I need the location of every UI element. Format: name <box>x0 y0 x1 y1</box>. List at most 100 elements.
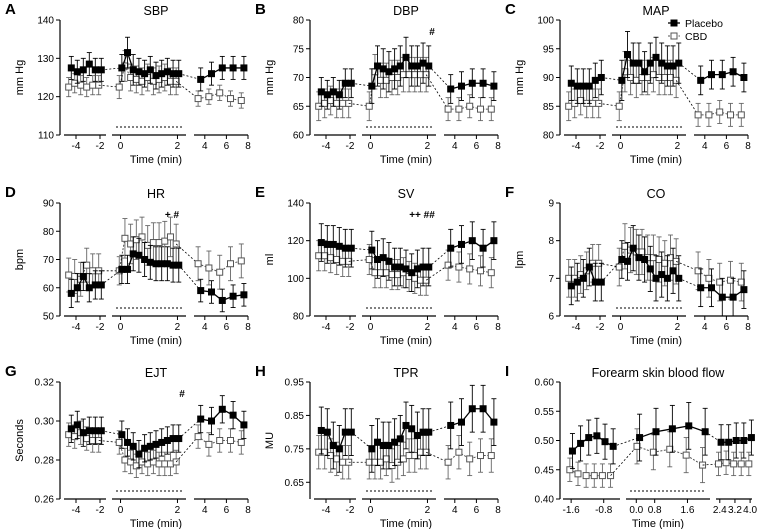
x-tick-label-a: 4 <box>202 141 208 152</box>
x-tick-label-a: 8 <box>245 141 251 152</box>
x-axis-label-g: Time (min) <box>130 518 182 529</box>
placebo-point-d <box>169 261 177 269</box>
placebo-point-a <box>135 68 143 76</box>
cbd-point-h <box>487 452 495 460</box>
placebo-point-f <box>708 284 715 292</box>
placebo-point-a <box>79 66 87 74</box>
cbd-point-b <box>466 102 474 110</box>
placebo-gap-connector-b <box>428 65 451 90</box>
placebo-point-i <box>747 434 755 442</box>
placebo-point-d <box>124 265 132 273</box>
placebo-point-b <box>391 65 399 73</box>
cbd-point-h <box>405 452 413 460</box>
cbd-point-b <box>327 97 335 104</box>
x-tick-label-c: -4 <box>572 141 581 152</box>
x-tick-label-d: 2 <box>175 322 181 333</box>
cbd-point-e <box>477 267 484 275</box>
x-axis-label-i: Time (min) <box>632 518 684 529</box>
cbd-point-d <box>132 236 140 244</box>
cbd-point-c <box>644 74 652 81</box>
placebo-point-g <box>152 440 160 448</box>
y-tick-label-a: 130 <box>37 54 54 65</box>
placebo-point-h <box>341 428 349 436</box>
y-axis-label-d: bpm <box>14 249 26 270</box>
cbd-point-d <box>121 234 129 242</box>
placebo-point-h <box>413 431 421 439</box>
placebo-point-h <box>490 418 498 426</box>
panel-title-g: EJT <box>145 366 168 380</box>
placebo-point-b <box>402 53 410 61</box>
cbd-gap-connector-b <box>425 74 449 110</box>
y-tick-label-h: 0.65 <box>285 478 305 489</box>
panel-title-c: MAP <box>642 4 669 18</box>
x-axis-label-a: Time (min) <box>130 154 182 166</box>
x-tick-label-a: 0 <box>118 141 124 152</box>
placebo-point-b <box>419 59 427 67</box>
placebo-point-d <box>79 272 87 280</box>
placebo-gap-connector-i <box>704 431 722 443</box>
panel-letter-h: H <box>255 363 266 380</box>
placebo-point-b <box>335 91 343 99</box>
panel-title-f: CO <box>647 187 666 201</box>
panel-letter-f: F <box>505 184 514 201</box>
cbd-point-i <box>682 451 690 459</box>
placebo-point-g <box>218 405 226 413</box>
y-axis-label-e: ml <box>264 254 276 266</box>
x-tick-label-g: -2 <box>96 505 105 516</box>
placebo-point-h <box>468 405 476 413</box>
cbd-point-b <box>399 71 407 79</box>
x-tick-label-g: 8 <box>245 505 251 516</box>
cbd-point-c <box>577 97 585 104</box>
cbd-point-c <box>705 111 713 119</box>
placebo-point-i <box>636 434 644 442</box>
placebo-point-c <box>663 62 671 70</box>
placebo-point-i <box>568 447 576 455</box>
x-tick-label-h: -2 <box>346 505 355 516</box>
placebo-point-i <box>585 434 593 442</box>
placebo-point-f <box>579 274 587 282</box>
placebo-point-e <box>479 244 487 252</box>
cbd-point-h <box>399 455 407 463</box>
panel-letter-e: E <box>255 184 265 201</box>
placebo-point-e <box>391 263 399 271</box>
placebo-point-g <box>129 442 137 450</box>
cbd-series-line-d <box>197 260 242 273</box>
x-axis-label-f: Time (min) <box>630 335 682 347</box>
cbd-point-c <box>716 108 724 116</box>
y-tick-label-f: 6 <box>548 312 554 323</box>
placebo-point-b <box>374 62 382 70</box>
placebo-point-g <box>124 438 132 446</box>
placebo-point-e <box>419 263 427 271</box>
y-tick-label-f: 9 <box>548 199 554 210</box>
placebo-point-b <box>458 82 465 90</box>
cbd-point-d <box>65 271 73 279</box>
x-tick-label-c: 0 <box>618 141 624 152</box>
cbd-point-b <box>365 102 373 110</box>
cbd-gap-connector-e <box>425 264 449 281</box>
x-tick-label-b: 6 <box>474 141 480 152</box>
placebo-point-a <box>146 66 154 74</box>
x-tick-label-a: -4 <box>72 141 81 152</box>
placebo-point-h <box>317 426 325 434</box>
cbd-point-b <box>455 105 463 113</box>
x-tick-label-g: 4 <box>202 505 208 516</box>
x-tick-label-c: 6 <box>724 141 730 152</box>
x-tick-label-g: 0 <box>118 505 124 516</box>
placebo-point-c <box>646 59 654 67</box>
cbd-point-i <box>737 460 745 468</box>
x-tick-label-c: -2 <box>596 141 605 152</box>
placebo-point-i <box>685 422 693 430</box>
placebo-point-f <box>652 274 660 282</box>
panel-a: A SBP 110 120 130 140 mm Hg -4 -2 0 2 4 6 8 Time (min) <box>5 1 251 166</box>
y-axis-label-g: Seconds <box>14 419 26 462</box>
x-tick-label-i: -1.6 <box>563 505 581 516</box>
cbd-point-c <box>661 74 669 81</box>
x-tick-label-f: 2 <box>675 322 681 333</box>
placebo-point-b <box>447 85 455 93</box>
x-tick-label-c: 8 <box>745 141 751 152</box>
x-tick-label-a: 6 <box>224 141 230 152</box>
cbd-point-b <box>444 105 452 113</box>
cbd-point-h <box>382 455 390 463</box>
cbd-point-b <box>416 71 424 79</box>
cbd-point-c <box>615 102 623 110</box>
